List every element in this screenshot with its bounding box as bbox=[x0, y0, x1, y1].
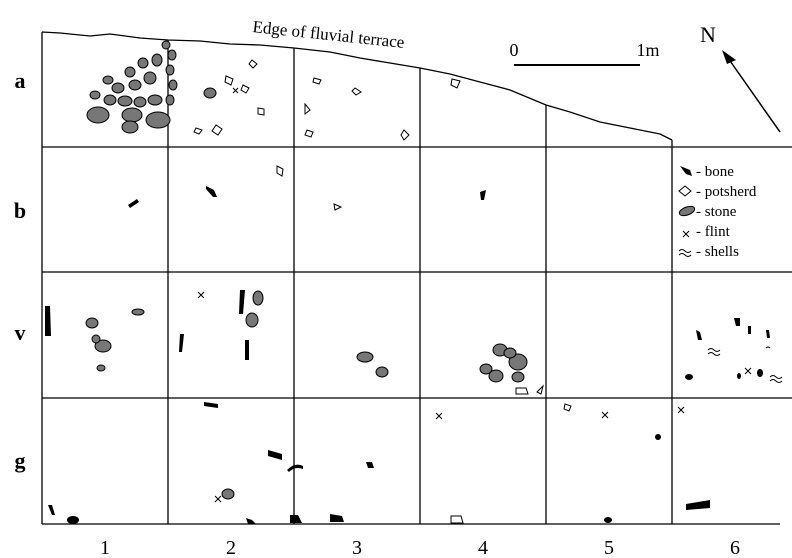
column-label: 5 bbox=[604, 537, 614, 558]
row-label: a bbox=[15, 68, 26, 93]
column-labels: 1 2 3 4 5 6 bbox=[100, 537, 740, 558]
legend: - bone - potsherd - stone - flint - shel… bbox=[678, 164, 757, 260]
column-label: 3 bbox=[352, 537, 362, 558]
north-label: N bbox=[700, 22, 716, 47]
row-label: b bbox=[14, 198, 26, 223]
scale-end: 1m bbox=[636, 40, 659, 60]
column-label: 4 bbox=[478, 537, 488, 558]
grid bbox=[41, 31, 792, 525]
finds-flints bbox=[197, 87, 752, 503]
legend-entry: - shells bbox=[696, 244, 739, 260]
column-label: 2 bbox=[226, 537, 236, 558]
legend-entry: - potsherd bbox=[696, 184, 757, 200]
legend-entry: - bone bbox=[696, 164, 734, 180]
legend-entry: - stone bbox=[696, 204, 737, 220]
north-arrow: N bbox=[700, 22, 781, 133]
row-label: g bbox=[15, 448, 26, 473]
scale-bar: 0 1m bbox=[510, 40, 660, 66]
column-label: 1 bbox=[100, 537, 110, 558]
finds-shells bbox=[707, 346, 783, 383]
terrace-edge bbox=[41, 31, 673, 141]
finds-stones bbox=[85, 40, 528, 500]
finds-bones bbox=[45, 186, 770, 524]
legend-entry: - flint bbox=[696, 224, 731, 240]
finds-potsherds bbox=[193, 59, 572, 524]
row-labels: a b v g bbox=[14, 68, 26, 473]
column-label: 6 bbox=[730, 537, 740, 558]
row-label: v bbox=[15, 320, 26, 345]
scale-start: 0 bbox=[510, 40, 519, 60]
